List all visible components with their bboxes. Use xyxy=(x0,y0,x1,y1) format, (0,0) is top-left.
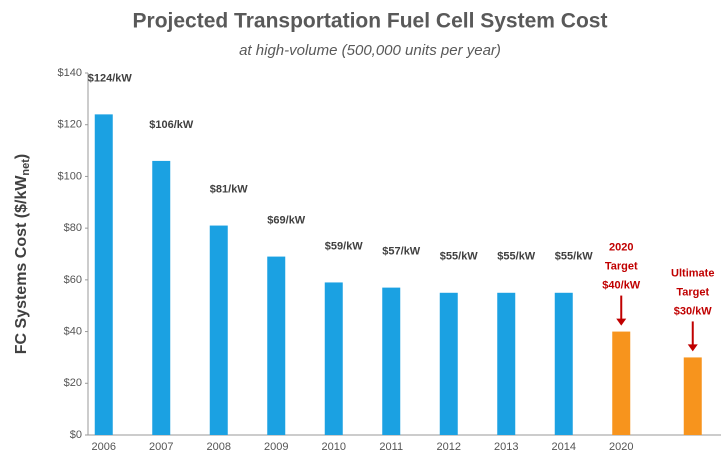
x-tick-label: 2007 xyxy=(149,441,173,452)
bar xyxy=(554,292,573,435)
annotation: Target xyxy=(605,260,638,272)
value-label: $55/kW xyxy=(440,251,479,263)
x-tick-label: 2013 xyxy=(494,441,518,452)
y-axis-label-end: ) xyxy=(13,154,30,159)
value-label: $40/kW xyxy=(602,279,641,291)
value-label: $57/kW xyxy=(382,246,421,258)
y-tick-label: $60 xyxy=(64,274,82,286)
y-axis-label: FC Systems Cost ($/kWnet) xyxy=(13,154,32,355)
bar xyxy=(683,357,702,435)
value-label: $30/kW xyxy=(674,305,713,317)
y-tick-label: $0 xyxy=(70,429,82,441)
value-label: $55/kW xyxy=(497,251,536,263)
arrow-head xyxy=(616,318,627,326)
bar xyxy=(94,114,113,435)
arrow-head xyxy=(687,344,698,352)
bar xyxy=(497,292,516,435)
y-tick-label: $100 xyxy=(58,170,82,182)
y-tick-label: $120 xyxy=(58,119,82,131)
x-tick-label: 2011 xyxy=(379,441,403,452)
bar xyxy=(209,225,228,435)
y-axis-label-sub: net xyxy=(20,159,32,176)
value-label: $124/kW xyxy=(88,72,133,84)
y-tick-label: $140 xyxy=(58,67,82,79)
value-label: $69/kW xyxy=(267,214,306,226)
value-label: $59/kW xyxy=(325,240,364,252)
x-tick-label: 2020 xyxy=(609,441,633,452)
x-tick-label: 2006 xyxy=(92,441,116,452)
bar xyxy=(612,331,631,435)
bar xyxy=(382,287,401,435)
annotation: 2020 xyxy=(609,241,633,253)
y-tick-label: $20 xyxy=(64,377,82,389)
y-tick-label: $40 xyxy=(64,325,82,337)
bar xyxy=(267,256,286,435)
value-label: $55/kW xyxy=(555,251,594,263)
y-axis-label-main: FC Systems Cost ($/kW xyxy=(13,175,30,355)
x-tick-label: 2008 xyxy=(207,441,231,452)
value-label: $106/kW xyxy=(149,119,194,131)
chart-subtitle: at high-volume (500,000 units per year) xyxy=(239,42,501,59)
x-tick-label: 2012 xyxy=(437,441,461,452)
x-tick-label: 2010 xyxy=(322,441,346,452)
y-tick-label: $80 xyxy=(64,222,82,234)
bar xyxy=(152,160,171,435)
x-tick-label: 2014 xyxy=(552,441,576,452)
bar xyxy=(324,282,343,435)
bar xyxy=(439,292,458,435)
x-tick-label: 2009 xyxy=(264,441,288,452)
annotation: Ultimate xyxy=(671,267,714,279)
annotation: Target xyxy=(676,286,709,298)
chart-title: Projected Transportation Fuel Cell Syste… xyxy=(133,10,608,33)
value-label: $81/kW xyxy=(210,183,249,195)
